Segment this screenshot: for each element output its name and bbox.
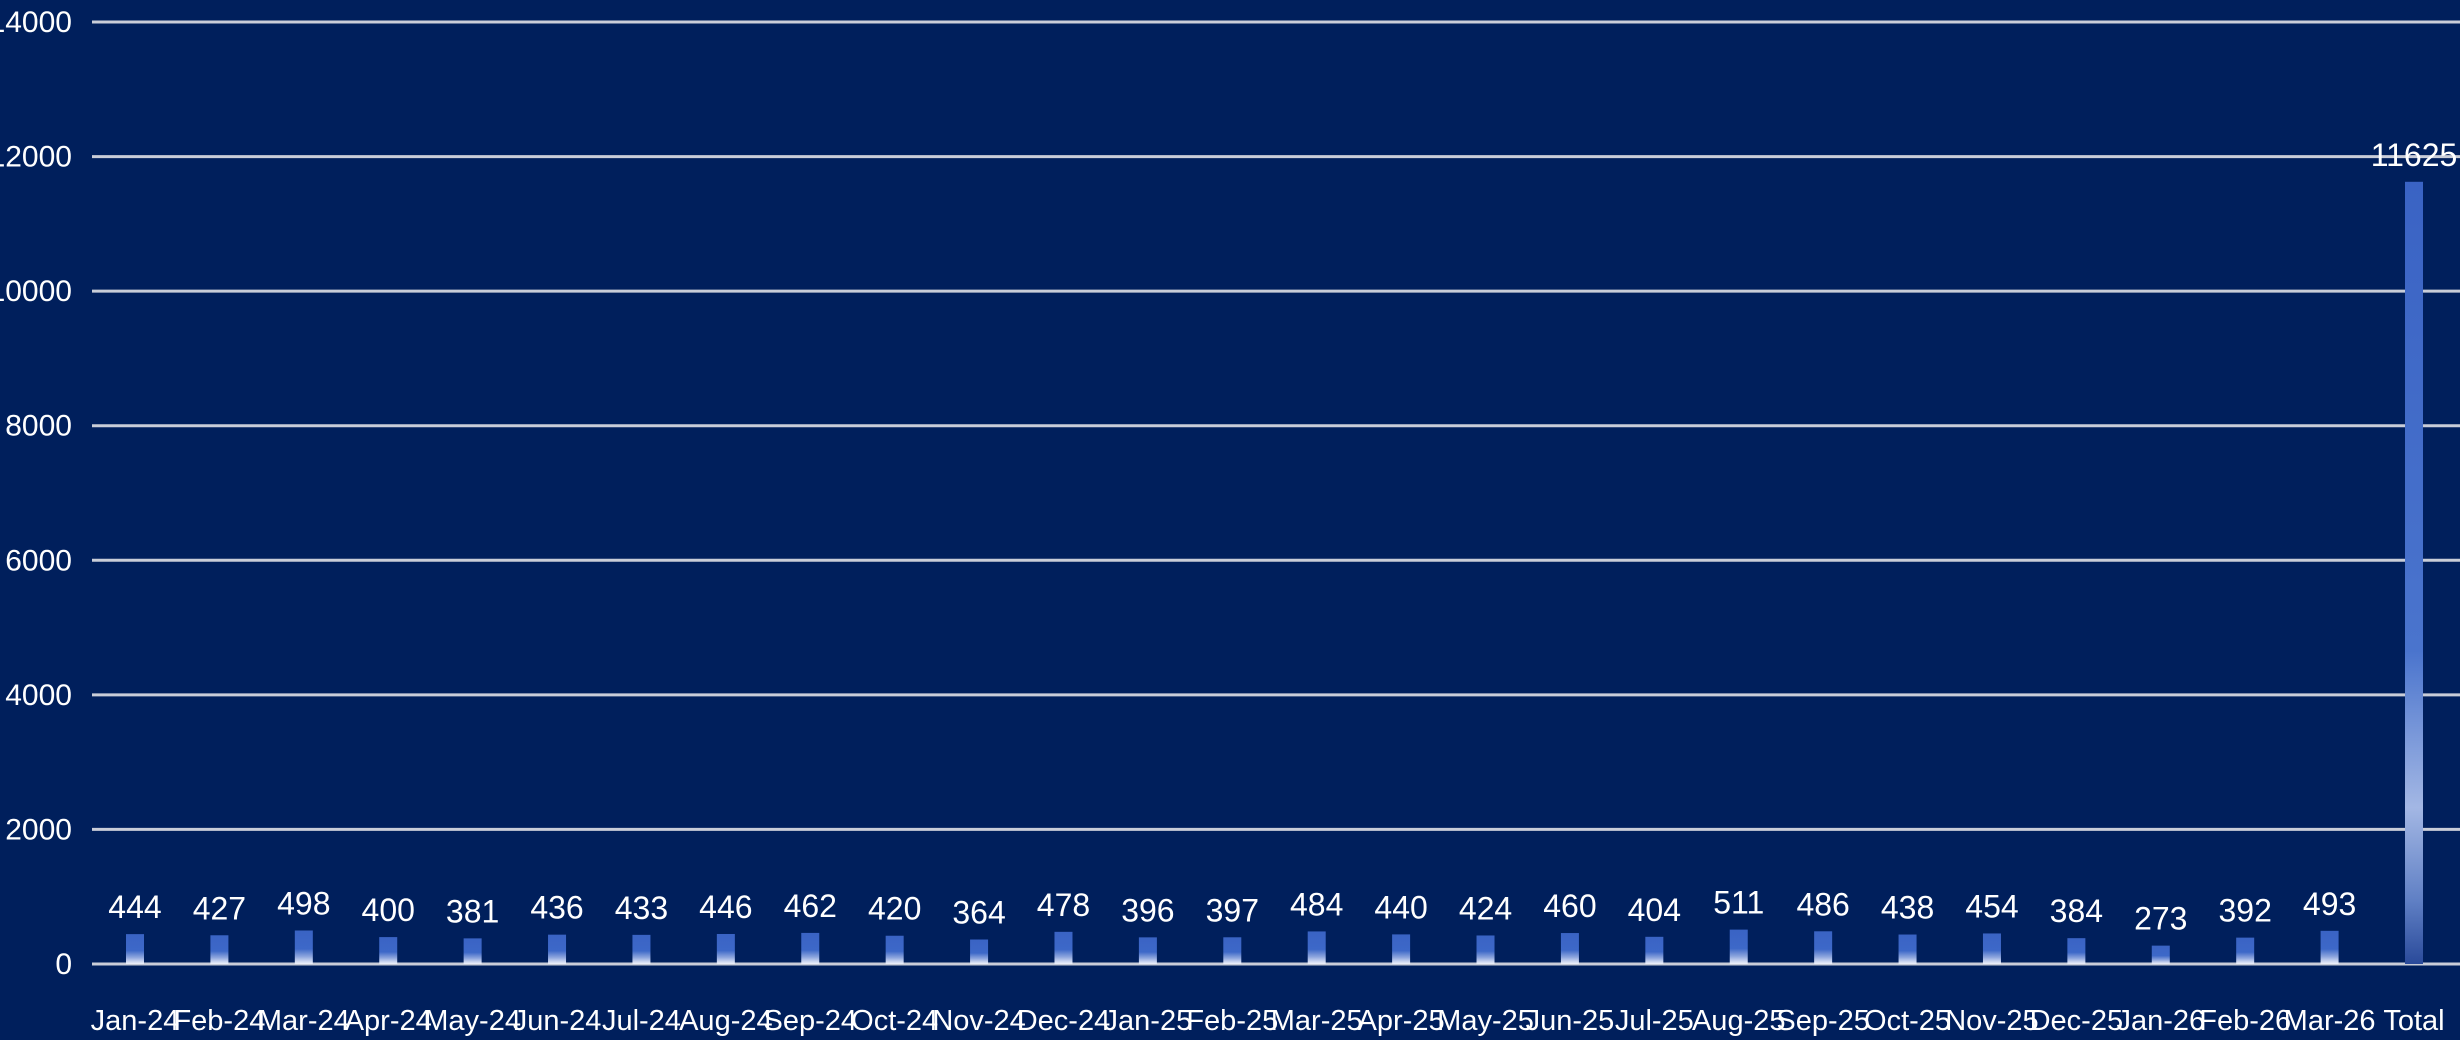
x-tick-label: Sep-25 [1776, 1005, 1870, 1037]
data-label: 493 [2303, 886, 2356, 922]
x-tick-label: May-25 [1437, 1005, 1534, 1037]
data-label: 364 [952, 895, 1005, 931]
y-tick-label: 14000 [0, 6, 72, 39]
bar-aug-25 [1729, 929, 1748, 964]
data-label: 396 [1121, 892, 1174, 928]
bar-sep-24 [801, 932, 820, 964]
bar-oct-24 [885, 935, 904, 964]
bar-aug-24 [716, 933, 735, 964]
bar-dec-24 [1054, 931, 1073, 964]
data-label: 400 [362, 892, 415, 928]
data-label: 420 [868, 891, 921, 927]
data-label: 11625 [2371, 137, 2458, 173]
data-label: 397 [1206, 892, 1259, 928]
bar-jan-26 [2151, 945, 2170, 964]
bar-feb-25 [1223, 937, 1242, 964]
x-tick-label: Aug-24 [679, 1005, 773, 1037]
bar-apr-24 [379, 937, 398, 964]
data-label: 436 [530, 890, 583, 926]
bar-nov-25 [1982, 933, 2001, 964]
y-tick-label: 4000 [5, 679, 72, 712]
data-label: 273 [2134, 901, 2187, 937]
x-tick-label: Total [2383, 1005, 2444, 1037]
bar-jun-25 [1560, 933, 1579, 964]
data-label: 440 [1374, 889, 1427, 925]
data-label: 446 [699, 889, 752, 925]
x-tick-label: Nov-24 [932, 1005, 1026, 1037]
bar-mar-25 [1307, 931, 1326, 964]
x-tick-label: Jun-24 [513, 1005, 602, 1037]
x-tick-label: Sep-24 [764, 1005, 858, 1037]
x-tick-label: Jan-24 [91, 1005, 180, 1037]
bar-dec-25 [2067, 938, 2086, 964]
gridlines [92, 20, 2460, 966]
bar-mar-24 [294, 930, 313, 964]
data-label: 511 [1713, 885, 1764, 921]
x-tick-label: Apr-25 [1358, 1005, 1445, 1037]
x-tick-label: Feb-25 [1186, 1005, 1278, 1037]
y-tick-label: 12000 [0, 141, 72, 174]
x-tick-label: Dec-25 [2030, 1005, 2124, 1037]
x-tick-label: Aug-25 [1692, 1005, 1786, 1037]
bar-jan-24 [126, 934, 144, 964]
x-tick-label: Mar-24 [258, 1005, 350, 1037]
data-label: 424 [1459, 890, 1512, 926]
y-tick-label: 6000 [5, 544, 72, 577]
bar-feb-26 [2236, 937, 2255, 964]
data-label: 462 [784, 888, 837, 924]
data-label: 427 [193, 890, 246, 926]
bar-may-25 [1476, 935, 1495, 964]
data-labels: 444 427 498 400 381 436 433 446 462 420 364 478 396 3… [108, 137, 2457, 937]
x-tick-label: Oct-24 [851, 1005, 938, 1037]
data-label: 478 [1037, 887, 1090, 923]
bars [126, 181, 2423, 964]
data-label: 444 [108, 889, 161, 925]
bar-sep-25 [1814, 931, 1833, 964]
x-tick-label: Jul-25 [1615, 1005, 1694, 1037]
data-label: 454 [1965, 888, 2018, 924]
x-tick-label: May-24 [424, 1005, 521, 1037]
bar-jan-25 [1138, 937, 1157, 964]
x-tick-label: Jan-25 [1104, 1005, 1193, 1037]
x-tick-label: Feb-24 [173, 1005, 265, 1037]
data-label: 392 [2218, 893, 2271, 929]
x-tick-label: Dec-24 [1017, 1005, 1111, 1037]
data-label: 433 [615, 890, 668, 926]
x-tick-label: Jan-26 [2116, 1005, 2205, 1037]
bar-feb-24 [210, 935, 229, 964]
y-tick-label: 2000 [5, 813, 72, 846]
bar-jul-25 [1645, 936, 1664, 964]
y-tick-label: 0 [55, 948, 72, 981]
bar-jun-24 [548, 934, 567, 964]
bar-nov-24 [970, 939, 989, 964]
bar-jul-24 [632, 934, 651, 964]
bar-oct-25 [1898, 934, 1917, 964]
x-tick-label: Mar-26 [2284, 1005, 2376, 1037]
x-tick-label: Mar-25 [1271, 1005, 1363, 1037]
x-tick-label: Jul-24 [602, 1005, 681, 1037]
y-axis-tick-labels: 0 2000 4000 6000 8000 10000 12000 14000 [0, 6, 72, 981]
data-label: 404 [1628, 892, 1681, 928]
data-label: 384 [2050, 893, 2103, 929]
bar-total [2405, 181, 2423, 964]
bar-may-24 [463, 938, 482, 964]
bar-mar-26 [2320, 930, 2339, 964]
x-tick-label: Nov-25 [1945, 1005, 2039, 1037]
data-label: 460 [1543, 888, 1596, 924]
y-tick-label: 10000 [0, 275, 72, 308]
data-label: 381 [446, 893, 499, 929]
y-tick-label: 8000 [5, 410, 72, 443]
x-tick-label: Apr-24 [345, 1005, 432, 1037]
data-label: 486 [1796, 886, 1849, 922]
x-tick-label: Jun-25 [1526, 1005, 1615, 1037]
x-tick-label: Feb-26 [2199, 1005, 2291, 1037]
x-tick-label: Oct-25 [1864, 1005, 1951, 1037]
data-label: 438 [1881, 890, 1934, 926]
data-label: 484 [1290, 886, 1343, 922]
bar-apr-25 [1392, 934, 1411, 964]
data-label: 498 [277, 885, 330, 921]
